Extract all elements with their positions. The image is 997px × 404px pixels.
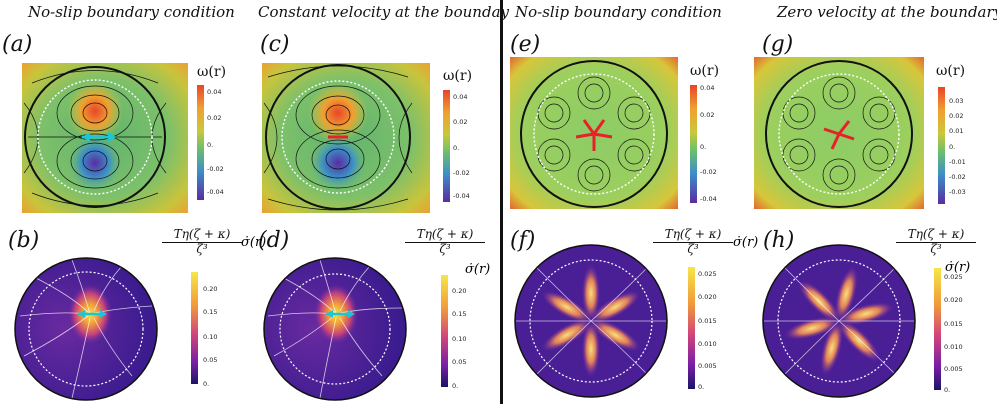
colorbar-h	[934, 268, 941, 390]
colorbar-b-suffix: σ̇(r)	[241, 235, 267, 250]
tick-g-1: 0.02	[949, 112, 964, 120]
colorbar-h-suffix: σ̇(r)	[945, 260, 971, 275]
panel-label-f: (f)	[510, 228, 536, 253]
tick-h-5: 0.	[944, 386, 951, 394]
tick-f-3: 0.010	[698, 340, 717, 348]
colorbar-c	[443, 90, 450, 202]
colorbar-label-d: Tη(ζ + κ) ζ³	[405, 227, 485, 257]
colorbar-e	[690, 85, 697, 203]
tick-g-6: -0.03	[949, 188, 966, 196]
colorbar-b-denominator: ζ³	[196, 241, 208, 256]
tick-b-0: 0.20	[203, 285, 218, 293]
tick-e-3: -0.02	[700, 168, 717, 176]
tick-a-0: 0.04	[207, 88, 222, 96]
panel-label-c: (c)	[260, 32, 290, 57]
panel-label-b: (b)	[8, 228, 40, 253]
tick-d-2: 0.10	[452, 335, 467, 343]
colorbar-label-e: ω(r)	[690, 63, 720, 79]
colorbar-label-g: ω(r)	[936, 63, 966, 79]
tick-h-2: 0.015	[944, 320, 963, 328]
section-divider	[500, 0, 503, 404]
tick-g-4: -0.01	[949, 158, 966, 166]
colorbar-label-f: Tη(ζ + κ) ζ³	[653, 227, 733, 257]
tick-a-4: -0.04	[207, 188, 224, 196]
tick-c-2: 0.	[453, 144, 460, 152]
tick-g-3: 0.	[949, 143, 956, 151]
tick-h-4: 0.005	[944, 365, 963, 373]
colorbar-label-c: ω(r)	[443, 68, 473, 84]
tick-a-1: 0.02	[207, 114, 222, 122]
tick-f-1: 0.020	[698, 293, 717, 301]
dissipation-plot-f	[514, 244, 668, 398]
colorbar-f	[688, 267, 695, 389]
colorbar-g	[938, 87, 945, 204]
tick-d-1: 0.15	[452, 310, 467, 318]
tick-c-0: 0.04	[453, 93, 468, 101]
colorbar-b	[191, 272, 198, 384]
tick-e-4: -0.04	[700, 195, 717, 203]
colorbar-h-numerator: Tη(ζ + κ)	[896, 227, 976, 243]
tick-f-5: 0.	[698, 383, 705, 391]
tick-b-1: 0.15	[203, 308, 218, 316]
tick-d-0: 0.20	[452, 287, 467, 295]
tick-e-1: 0.02	[700, 111, 715, 119]
colorbar-a	[197, 85, 204, 200]
tick-f-2: 0.015	[698, 317, 717, 325]
panel-label-e: (e)	[510, 32, 541, 57]
tick-a-2: 0.	[207, 141, 214, 149]
colorbar-d-numerator: Tη(ζ + κ)	[405, 227, 485, 243]
panel-label-d: (d)	[258, 228, 290, 253]
dissipation-plot-d	[263, 257, 407, 401]
tick-a-3: -0.02	[207, 165, 224, 173]
colorbar-d	[441, 275, 448, 387]
colorbar-label-a: ω(r)	[197, 64, 227, 80]
tick-h-3: 0.010	[944, 343, 963, 351]
tick-c-1: 0.02	[453, 118, 468, 126]
tick-g-2: 0.01	[949, 127, 964, 135]
colorbar-label-h: Tη(ζ + κ) ζ³	[896, 227, 976, 257]
colorbar-h-denominator: ζ³	[930, 241, 942, 256]
colorbar-b-numerator: Tη(ζ + κ)	[162, 227, 242, 243]
colorbar-label-b: Tη(ζ + κ) ζ³	[162, 227, 242, 257]
dissipation-plot-h	[762, 244, 916, 398]
tick-d-4: 0.	[452, 382, 459, 390]
tick-g-0: 0.03	[949, 97, 964, 105]
title-a: No-slip boundary condition	[28, 3, 235, 21]
tick-g-5: -0.02	[949, 173, 966, 181]
colorbar-f-suffix: σ̇(r)	[733, 235, 759, 250]
tick-e-2: 0.	[700, 143, 707, 151]
vorticity-plot-g	[754, 57, 924, 209]
colorbar-f-numerator: Tη(ζ + κ)	[653, 227, 733, 243]
tick-e-0: 0.04	[700, 84, 715, 92]
tick-f-0: 0.025	[698, 270, 717, 278]
panel-label-h: (h)	[763, 228, 795, 253]
tick-h-1: 0.020	[944, 296, 963, 304]
tick-b-2: 0.10	[203, 333, 218, 341]
tick-c-4: -0.04	[453, 192, 470, 200]
colorbar-f-denominator: ζ³	[687, 241, 699, 256]
tick-d-3: 0.05	[452, 358, 467, 366]
panel-label-a: (a)	[2, 32, 33, 57]
title-g: Zero velocity at the boundary	[777, 3, 997, 21]
tick-f-4: 0.005	[698, 362, 717, 370]
tick-b-3: 0.05	[203, 356, 218, 364]
dissipation-plot-b	[14, 257, 158, 401]
tick-h-0: 0.025	[944, 273, 963, 281]
title-c: Constant velocity at the bounday	[258, 3, 509, 21]
panel-label-g: (g)	[762, 32, 794, 57]
vorticity-plot-a	[22, 63, 188, 213]
colorbar-d-denominator: ζ³	[439, 241, 451, 256]
tick-b-4: 0.	[203, 380, 210, 388]
colorbar-d-suffix: σ̇(r)	[465, 262, 491, 277]
title-e: No-slip boundary condition	[515, 3, 722, 21]
tick-c-3: -0.02	[453, 169, 470, 177]
vorticity-plot-c	[262, 63, 430, 213]
vorticity-plot-e	[510, 57, 678, 209]
